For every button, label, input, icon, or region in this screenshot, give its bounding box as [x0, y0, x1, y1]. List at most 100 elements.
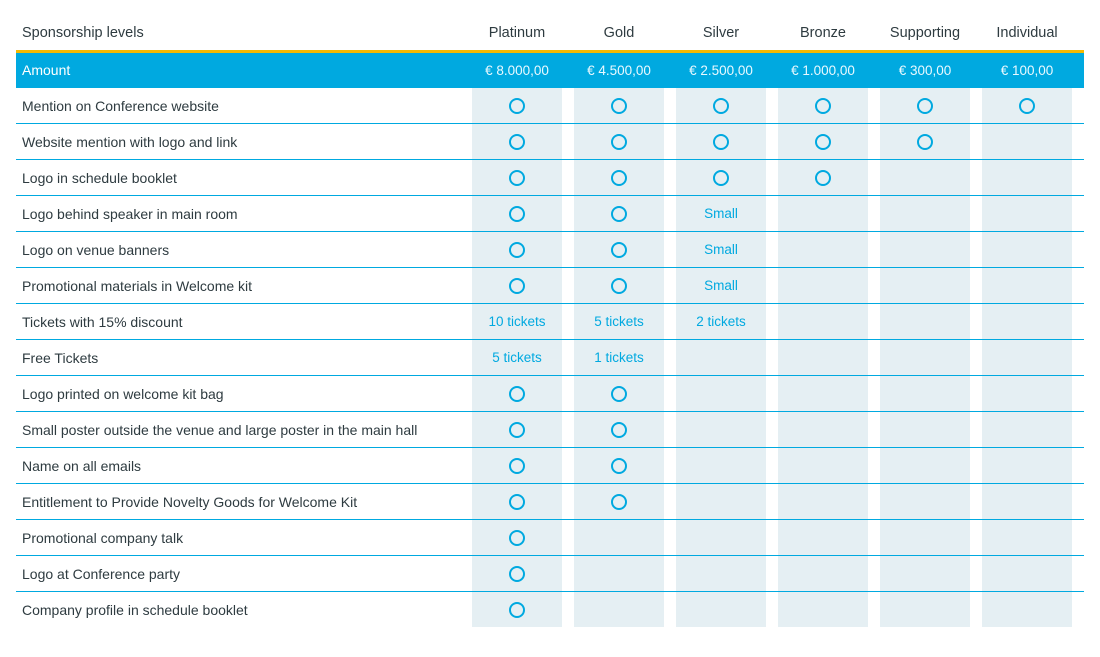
- benefit-row: Logo behind speaker in main roomSmall: [16, 195, 1084, 231]
- benefit-label: Logo behind speaker in main room: [16, 195, 472, 231]
- benefit-cell: [574, 231, 664, 267]
- benefit-cell: [982, 411, 1072, 447]
- benefit-label: Logo printed on welcome kit bag: [16, 375, 472, 411]
- benefit-cell: [880, 339, 970, 375]
- tier-header: Gold: [574, 16, 664, 50]
- benefit-row: Logo on venue banners Small: [16, 231, 1084, 267]
- benefit-cell: [982, 591, 1072, 627]
- benefit-cell: [472, 195, 562, 231]
- benefit-row: Company profile in schedule booklet: [16, 591, 1084, 627]
- included-icon: [611, 242, 627, 258]
- amount-cell: € 300,00: [880, 53, 970, 87]
- benefit-cell: [472, 411, 562, 447]
- benefit-row: Mention on Conference website: [16, 87, 1084, 123]
- benefit-cell: [982, 339, 1072, 375]
- benefit-cell: [676, 339, 766, 375]
- benefit-cell: [982, 375, 1072, 411]
- benefit-row: Promotional materials in Welcome kitSmal…: [16, 267, 1084, 303]
- benefit-cell: [472, 87, 562, 123]
- included-icon: [509, 98, 525, 114]
- included-icon: [815, 98, 831, 114]
- included-icon: [917, 98, 933, 114]
- included-icon: [509, 206, 525, 222]
- included-icon: [509, 422, 525, 438]
- included-icon: [611, 170, 627, 186]
- benefit-cell: [880, 375, 970, 411]
- benefit-cell: [880, 411, 970, 447]
- tier-header: Supporting: [880, 16, 970, 50]
- benefit-cell: [472, 231, 562, 267]
- included-icon: [509, 386, 525, 402]
- benefit-row: Logo in schedule booklet: [16, 159, 1084, 195]
- amount-cell: € 4.500,00: [574, 53, 664, 87]
- benefit-row: Logo at Conference party: [16, 555, 1084, 591]
- benefit-cell: [472, 555, 562, 591]
- amount-cell: € 1.000,00: [778, 53, 868, 87]
- benefit-cell: [574, 411, 664, 447]
- benefit-cell: [982, 159, 1072, 195]
- benefit-cell: [880, 231, 970, 267]
- benefit-cell: [778, 267, 868, 303]
- benefit-cell: [472, 447, 562, 483]
- included-icon: [509, 278, 525, 294]
- benefit-cell: [778, 447, 868, 483]
- benefit-cell: Small: [676, 231, 766, 267]
- benefit-cell: [982, 447, 1072, 483]
- benefit-cell: [574, 519, 664, 555]
- included-icon: [611, 98, 627, 114]
- tier-header: Bronze: [778, 16, 868, 50]
- benefit-label: Logo at Conference party: [16, 555, 472, 591]
- benefit-cell: [676, 123, 766, 159]
- tier-header: Platinum: [472, 16, 562, 50]
- benefit-cell: [880, 267, 970, 303]
- benefit-label: Logo in schedule booklet: [16, 159, 472, 195]
- benefit-cell: [982, 555, 1072, 591]
- benefit-cell: [472, 483, 562, 519]
- benefit-cell: [778, 231, 868, 267]
- benefit-label: Logo on venue banners: [16, 231, 472, 267]
- benefit-cell: [778, 411, 868, 447]
- benefit-cell: [880, 195, 970, 231]
- benefit-cell: [880, 303, 970, 339]
- benefit-cell: [472, 267, 562, 303]
- benefit-cell: [982, 87, 1072, 123]
- benefit-label: Mention on Conference website: [16, 87, 472, 123]
- included-icon: [713, 98, 729, 114]
- sponsorship-table: Sponsorship levels Platinum Gold Silver …: [16, 16, 1084, 627]
- benefit-label: Entitlement to Provide Novelty Goods for…: [16, 483, 472, 519]
- benefit-label: Company profile in schedule booklet: [16, 591, 472, 627]
- benefit-cell: [676, 447, 766, 483]
- benefit-cell: [880, 123, 970, 159]
- benefit-cell: [982, 195, 1072, 231]
- benefit-cell: [778, 195, 868, 231]
- table-header-row: Sponsorship levels Platinum Gold Silver …: [16, 16, 1084, 50]
- benefit-cell: [778, 303, 868, 339]
- benefit-cell: [982, 123, 1072, 159]
- included-icon: [509, 566, 525, 582]
- benefit-label: Website mention with logo and link: [16, 123, 472, 159]
- benefit-cell: [982, 303, 1072, 339]
- benefit-cell: [676, 519, 766, 555]
- benefit-cell: [676, 591, 766, 627]
- benefit-cell: Small: [676, 267, 766, 303]
- included-icon: [917, 134, 933, 150]
- benefit-cell: [982, 231, 1072, 267]
- benefit-cell: 2 tickets: [676, 303, 766, 339]
- benefit-cell: 1 tickets: [574, 339, 664, 375]
- benefit-label: Tickets with 15% discount: [16, 303, 472, 339]
- amount-cell: € 100,00: [982, 53, 1072, 87]
- benefit-cell: [880, 555, 970, 591]
- included-icon: [611, 278, 627, 294]
- included-icon: [509, 134, 525, 150]
- benefit-cell: [472, 159, 562, 195]
- benefit-cell: [778, 591, 868, 627]
- benefit-cell: [982, 519, 1072, 555]
- benefit-cell: [472, 123, 562, 159]
- included-icon: [611, 494, 627, 510]
- benefit-cell: [880, 159, 970, 195]
- benefit-cell: [574, 591, 664, 627]
- benefit-cell: [778, 339, 868, 375]
- benefit-cell: [574, 447, 664, 483]
- included-icon: [611, 458, 627, 474]
- benefit-cell: [676, 87, 766, 123]
